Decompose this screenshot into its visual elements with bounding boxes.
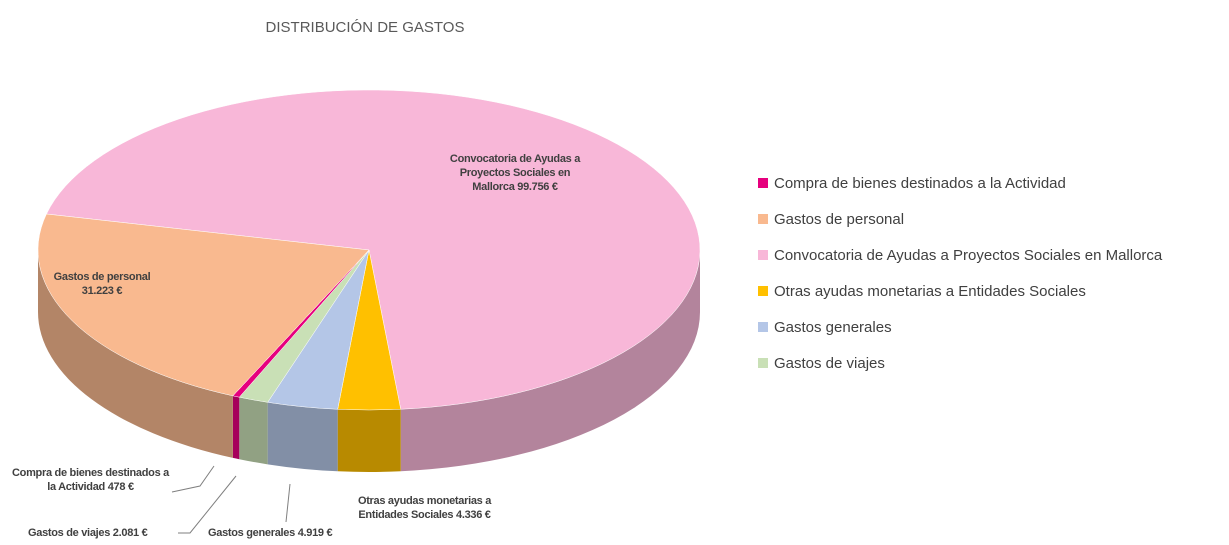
legend-item: Gastos de personal (758, 211, 904, 228)
legend-item: Gastos generales (758, 319, 892, 336)
slice-side (267, 402, 338, 472)
data-label: Gastos de personal 31.223 € (52, 270, 152, 298)
legend-label: Gastos generales (774, 319, 892, 336)
label-value: 2.081 € (112, 527, 148, 539)
label-value: 478 € (107, 481, 134, 493)
slice-side (232, 395, 240, 460)
legend-item: Convocatoria de Ayudas a Proyectos Socia… (758, 247, 1162, 264)
leader-line (285, 483, 291, 523)
data-label: Gastos de viajes 2.081 € (28, 526, 148, 540)
legend-label: Convocatoria de Ayudas a Proyectos Socia… (774, 247, 1163, 264)
leader-line (171, 465, 215, 493)
legend-swatch (758, 358, 768, 368)
legend-label: Gastos de viajes (774, 355, 885, 372)
label-name: Compra de bienes destinados a la Activid… (12, 467, 169, 493)
legend-swatch (758, 286, 768, 296)
slice-side (400, 250, 700, 472)
data-label: Gastos generales 4.919 € (208, 526, 333, 540)
slice-side (239, 397, 268, 465)
data-label: Otras ayudas monetarias a Entidades Soci… (342, 494, 507, 522)
legend-swatch (758, 250, 768, 260)
label-name: Convocatoria de Ayudas a Proyectos Socia… (449, 153, 581, 193)
slice-side (38, 250, 233, 458)
data-label: Compra de bienes destinados a la Activid… (8, 466, 173, 494)
pie-tops (37, 89, 701, 411)
label-value: 99.756 € (517, 181, 558, 193)
label-name: Gastos de viajes (28, 527, 111, 539)
legend-label: Compra de bienes destinados a la Activid… (774, 175, 1066, 192)
legend-label: Otras ayudas monetarias a Entidades Soci… (774, 283, 1086, 300)
label-name: Gastos de personal (53, 271, 151, 283)
label-value: 31.223 € (81, 285, 123, 297)
slice-side (337, 409, 401, 472)
label-value: 4.336 € (456, 509, 491, 521)
data-label: Convocatoria de Ayudas a Proyectos Socia… (445, 152, 585, 194)
legend-item: Otras ayudas monetarias a Entidades Soci… (758, 283, 1086, 300)
legend-item: Gastos de viajes (758, 355, 885, 372)
leader-line (178, 475, 237, 534)
slice (46, 89, 701, 410)
legend-label: Gastos de personal (774, 211, 905, 228)
slice (37, 213, 370, 397)
chart-title: DISTRIBUCIÓN DE GASTOS (266, 19, 465, 36)
legend-item: Compra de bienes destinados a la Activid… (758, 175, 1066, 192)
label-name: Otras ayudas monetarias a Entidades Soci… (357, 495, 492, 521)
label-name: Gastos generales (208, 527, 295, 539)
pie-sides (38, 250, 700, 472)
leader-lines (171, 465, 291, 534)
legend-swatch (758, 214, 768, 224)
label-value: 4.919 € (297, 527, 333, 539)
legend-swatch (758, 178, 768, 188)
legend-swatch (758, 322, 768, 332)
